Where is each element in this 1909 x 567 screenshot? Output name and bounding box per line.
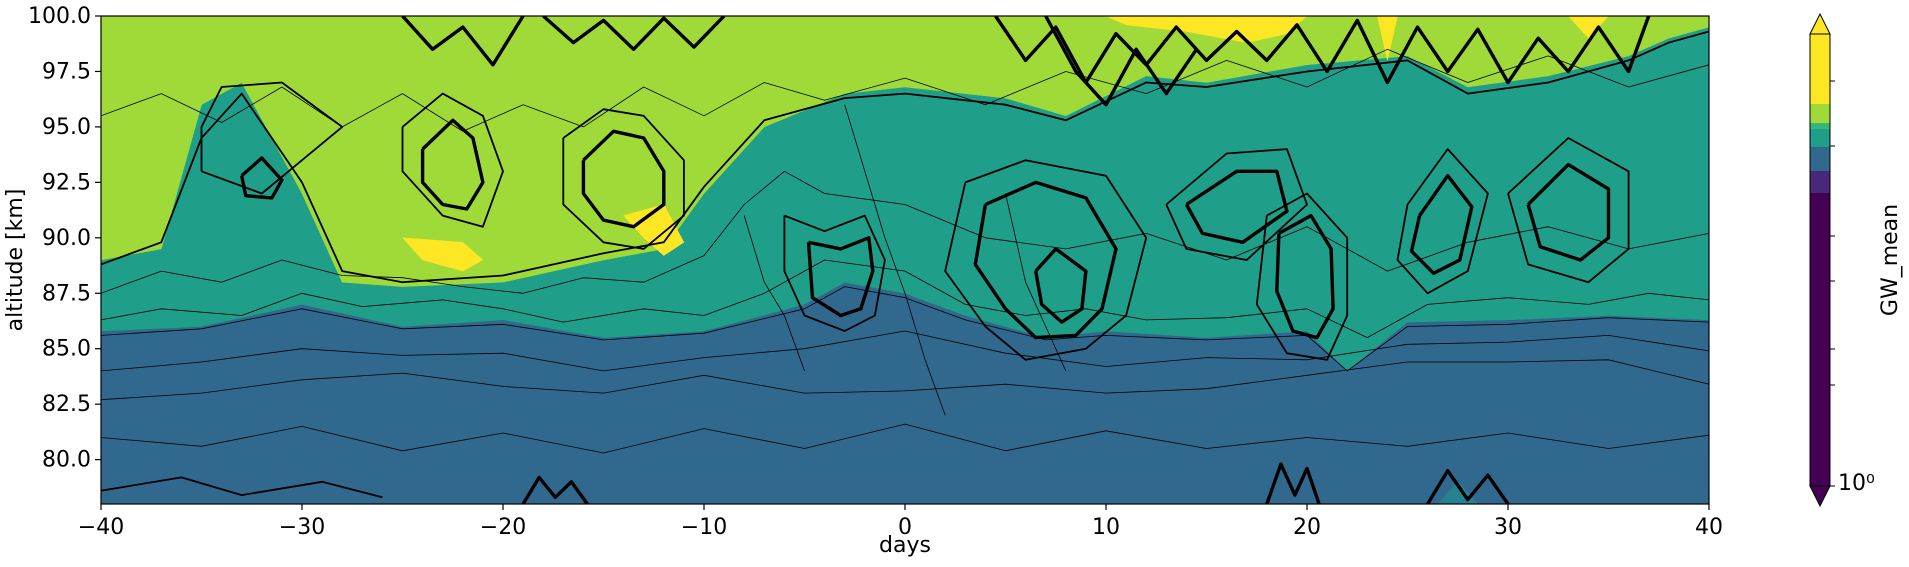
contour-line-thin-1 (101, 286, 1709, 372)
colorbar-band-4 (1810, 147, 1830, 171)
y-tick-label: 80.0 (42, 448, 91, 473)
x-tick-label: −30 (279, 515, 325, 540)
colorbar-band-3 (1810, 129, 1830, 147)
y-tick-label: 97.5 (42, 59, 91, 84)
contour-line-thin-7 (844, 104, 946, 416)
contour-line-thin-9 (1005, 193, 1067, 372)
contour-line-thick-34 (1265, 462, 1321, 504)
contour-line-thick-36 (521, 475, 589, 504)
contour-line-thick-23 (806, 236, 875, 318)
contour-line-medium-10 (101, 30, 1709, 284)
x-tick-label: −10 (681, 515, 727, 540)
x-tick-label: 10 (1092, 515, 1120, 540)
x-tick-label: 30 (1494, 515, 1522, 540)
colorbar-label: GW_mean (1878, 204, 1903, 316)
x-tick-label: −40 (78, 515, 124, 540)
contour-line-thick-21 (581, 129, 666, 229)
plot-area (101, 16, 1709, 504)
y-tick-label: 90.0 (42, 226, 91, 251)
contour-line-thick-29 (1526, 162, 1611, 262)
contour-line-medium-16 (1165, 148, 1308, 261)
contour-line-layer (101, 16, 1709, 504)
colorbar-band-6 (1810, 193, 1830, 486)
colorbar-extend-max (1809, 12, 1831, 35)
contour-line-thick-24 (973, 180, 1118, 340)
contour-line-thick-28 (1409, 173, 1474, 275)
contour-line-thin-3 (101, 170, 1709, 294)
contour-line-medium-18 (1396, 148, 1489, 295)
contour-line-medium-11 (200, 81, 344, 195)
contour-line-medium-12 (562, 108, 685, 250)
y-tick-label: 85.0 (42, 337, 91, 362)
colorbar-extend-min (1809, 485, 1831, 508)
contour-line-thick-30 (401, 16, 525, 67)
x-tick-label: 0 (898, 515, 912, 540)
colorbar-band-2 (1810, 123, 1830, 129)
colorbar-frame (1809, 33, 1831, 487)
contour-line-medium-17 (1255, 192, 1349, 361)
contour-line-thick-22 (420, 118, 485, 211)
contour-line-thick-27 (1275, 213, 1335, 340)
x-axis-label: days (879, 533, 931, 558)
x-tick-label: −20 (480, 515, 526, 540)
y-tick-label: 82.5 (42, 392, 91, 417)
y-tick-label: 100.0 (28, 4, 91, 29)
contour-line-thin-0 (101, 359, 1709, 401)
colorbar (1809, 12, 1835, 508)
contour-line-thin-6 (101, 423, 1709, 454)
colorbar-band-0 (1810, 34, 1830, 104)
filled-region-level-7-9 (401, 237, 484, 272)
x-tick-label: 20 (1293, 515, 1321, 540)
contour-line-medium-20 (101, 476, 383, 499)
x-axis-ticks: −40 −30 −20 −10 0 10 20 30 40 (78, 504, 1723, 540)
filled-region-level-7-8 (623, 204, 685, 256)
contour-line-thick-32 (994, 16, 1651, 85)
contour-line-medium-13 (401, 92, 504, 228)
x-tick-label: 40 (1695, 515, 1723, 540)
colorbar-band-1 (1810, 104, 1830, 123)
contour-line-thick-31 (542, 16, 726, 51)
contour-line-thin-5 (101, 330, 1709, 372)
contour-line-medium-14 (783, 214, 886, 332)
filled-region-level-6-6 (101, 16, 1709, 287)
y-tick-label: 92.5 (42, 170, 91, 195)
contour-line-thick-26 (1184, 169, 1289, 245)
y-axis-ticks: 80.0 82.5 85.0 87.5 90.0 92.5 95.0 97.5 100.0 (28, 4, 101, 473)
filled-contour-layer (101, 16, 1709, 504)
y-tick-label: 95.0 (42, 115, 91, 140)
y-axis-label: altitude [km] (3, 189, 28, 332)
filled-region-level-7-10 (1377, 16, 1398, 61)
contour-line-thin-2 (101, 259, 1709, 339)
contour-line-medium-19 (1507, 137, 1630, 284)
colorbar-tick-label: 10⁰ (1838, 471, 1875, 496)
contour-line-thick-33 (1044, 16, 1198, 107)
contour-line-medium-15 (944, 159, 1148, 361)
y-tick-label: 87.5 (42, 281, 91, 306)
contour-line-thick-35 (1426, 469, 1510, 504)
contour-line-thick-37 (240, 156, 284, 200)
contour-line-thick-25 (1034, 247, 1088, 324)
colorbar-band-5 (1810, 171, 1830, 193)
contour-line-thin-8 (743, 215, 805, 372)
